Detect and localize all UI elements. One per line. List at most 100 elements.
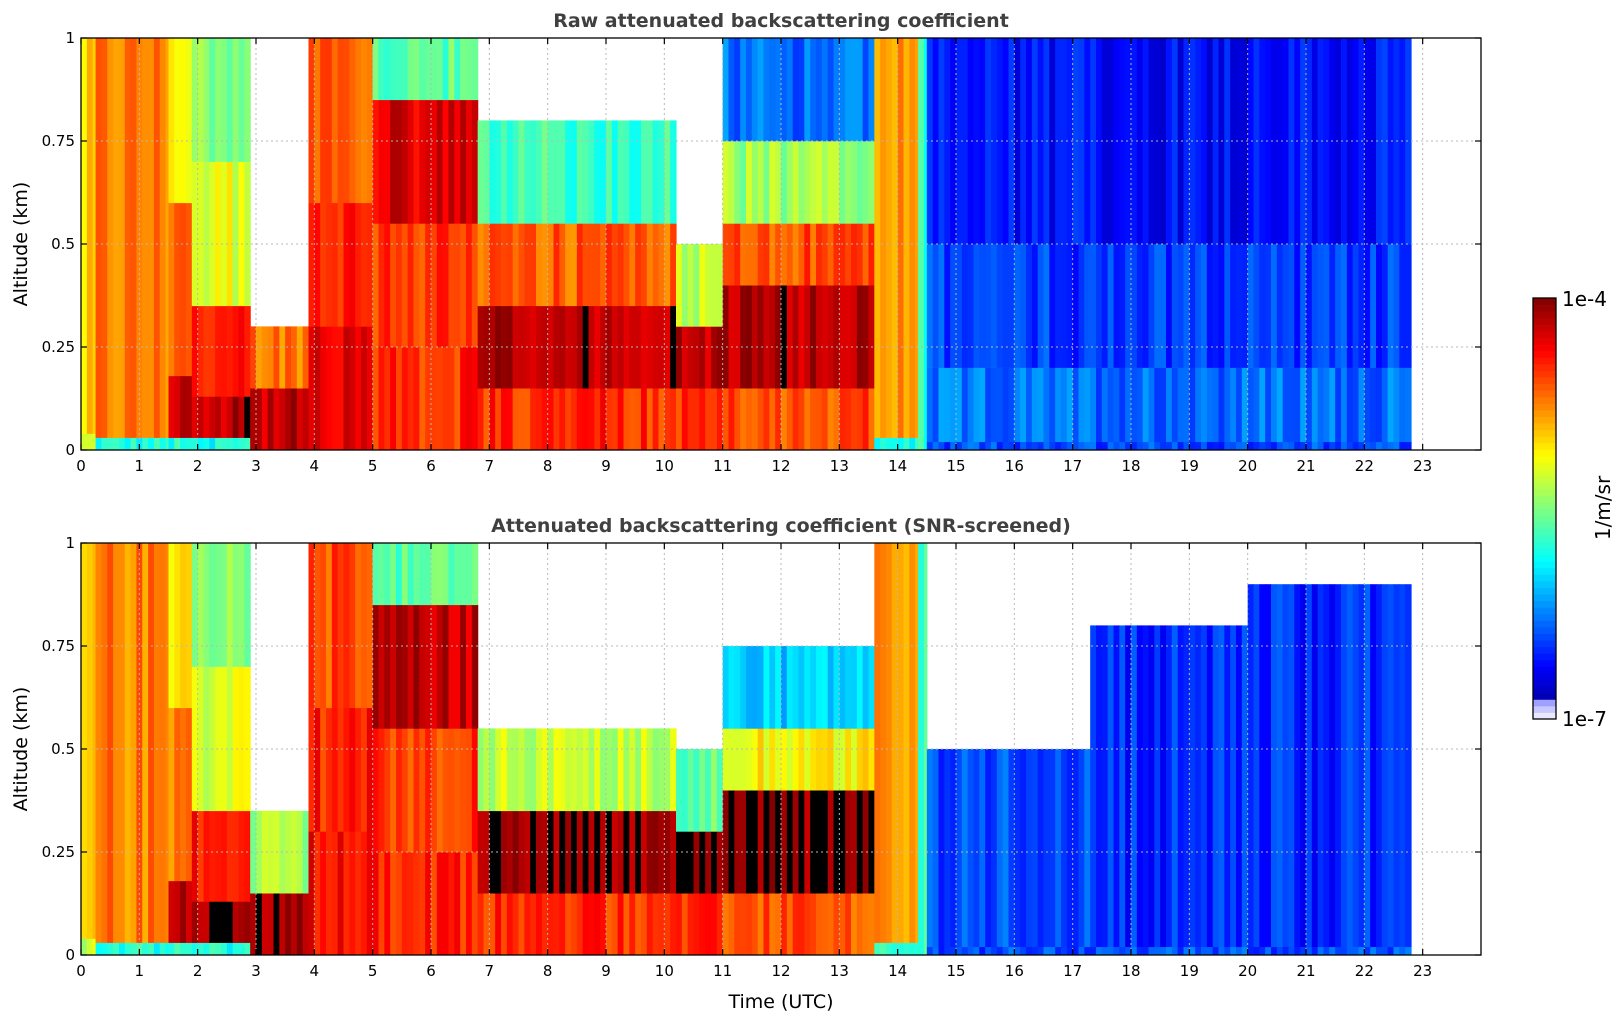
heatmap-cell [798,790,805,894]
heatmap-cell [693,326,700,389]
heatmap-cell [1323,946,1330,955]
heatmap-cell [553,388,560,450]
heatmap-cell [1037,38,1045,245]
heatmap-cell [279,388,286,450]
heatmap-cell [1399,441,1406,450]
heatmap-cell [436,852,444,955]
heatmap-cell [308,707,315,832]
heatmap-cell [763,388,770,450]
heatmap-cell [1183,625,1190,948]
heatmap-cell [868,728,875,791]
heatmap-cell [827,893,835,955]
heatmap-cell [436,604,444,729]
heatmap-cell [378,604,385,729]
heatmap-cell [821,223,829,286]
heatmap-cell [763,223,770,286]
heatmap-cell [530,893,537,955]
x-tick-label: 6 [426,457,436,475]
heatmap-cell [1136,38,1144,245]
heatmap-cell [845,893,852,955]
heatmap-cell [944,441,951,450]
heatmap-cell [1282,946,1290,955]
heatmap-cell [244,666,251,812]
heatmap-cell [909,942,916,955]
heatmap-cell [1236,441,1243,450]
heatmap-cell [320,202,327,327]
heatmap-cell [180,375,187,438]
heatmap-cell [320,707,327,832]
heatmap-cell [366,202,374,327]
heatmap-cell [1061,749,1068,948]
heatmap-cell [734,893,741,955]
heatmap-cell [1037,367,1045,443]
heatmap-cell [746,141,753,224]
heatmap-cell [495,893,502,955]
heatmap-cell [1201,244,1208,368]
heatmap-cell [81,433,88,450]
heatmap-cell [1253,244,1260,368]
heatmap-cell [897,38,905,438]
heatmap-cell [763,646,770,729]
heatmap-cell [652,893,660,955]
heatmap-cell [425,852,432,955]
heatmap-cell [1317,367,1325,443]
heatmap-cell [1101,946,1109,955]
heatmap-cell [891,942,899,955]
heatmap-cell [1195,946,1202,955]
heatmap-cell [1043,441,1050,450]
heatmap-cell [1241,38,1249,245]
heatmap-cell [396,604,403,729]
heatmap-cell [159,437,167,450]
heatmap-cell [436,543,444,606]
heatmap-cell [372,728,380,853]
heatmap-cell [1218,367,1225,443]
heatmap-cell [326,38,333,204]
heatmap-cell [326,202,333,327]
colorbar-level [1533,580,1556,588]
heatmap-cell [606,305,613,389]
heatmap-cell [209,942,216,955]
heatmap-cell [524,223,531,307]
heatmap-cell [728,646,735,729]
heatmap-cell [1236,38,1243,245]
heatmap-cell [431,223,438,348]
heatmap-cell [296,326,304,389]
heatmap-cell [1096,367,1103,443]
heatmap-cell [1329,946,1336,955]
heatmap-cell [810,728,817,791]
heatmap-cell [113,942,120,955]
heatmap-cell [839,141,846,224]
heatmap-cell [600,120,607,224]
heatmap-cell [1271,441,1278,450]
heatmap-cell [699,388,706,450]
heatmap-cell [186,437,193,450]
heatmap-cell [442,543,450,606]
heatmap-cell [425,223,432,348]
heatmap-cell [1300,946,1307,955]
heatmap-cell [1195,38,1202,245]
x-tick-label: 2 [193,457,203,475]
heatmap-cell [1294,244,1301,368]
heatmap-cell [874,942,881,955]
heatmap-cell [617,810,625,894]
heatmap-cell [670,223,677,307]
heatmap-cell [559,728,566,812]
heatmap-cell [136,543,143,943]
heatmap-cell [868,141,875,224]
heatmap-cell [845,38,852,142]
heatmap-cell [1306,584,1313,948]
heatmap-cell [1247,946,1255,955]
heatmap-cell [384,543,391,606]
heatmap-cell [1020,749,1027,948]
heatmap-cell [582,388,590,450]
heatmap-cell [571,810,578,894]
colorbar-level [1533,337,1556,345]
heatmap-cell [407,604,415,729]
heatmap-cell [547,223,555,307]
heatmap-cell [501,388,508,450]
heatmap-cell [833,790,840,894]
heatmap-cell [1061,244,1068,368]
heatmap-cell [996,367,1004,443]
heatmap-cell [961,749,969,948]
heatmap-cell [1107,946,1115,955]
